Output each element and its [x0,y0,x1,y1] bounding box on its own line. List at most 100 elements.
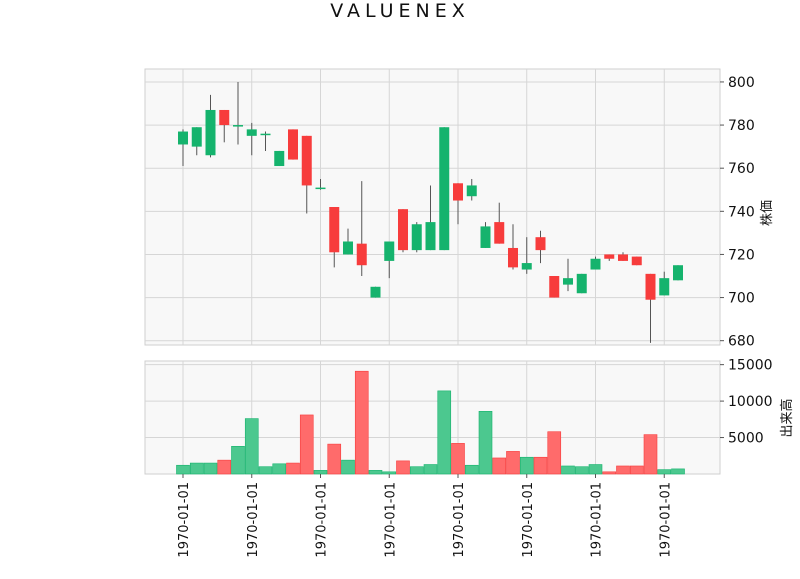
volume-bar [341,459,355,475]
candle-body [191,127,202,147]
volume-bar [368,470,383,475]
volume-bar [464,464,479,475]
volume-bar [616,465,630,475]
axis-labels: 680 700 720 740 760 780 800 5000 10000 15000 1970-… [177,75,773,558]
volume-bar [492,457,507,475]
volume-bar [657,469,672,475]
volume-bar [588,464,603,475]
price-tick-label: 800 [728,75,755,91]
candle-body [590,258,601,270]
candle-body [356,243,367,266]
volume-tick-label: 10000 [728,394,773,410]
candle-body [384,241,395,261]
volume-bar [382,471,397,475]
price-candles [178,81,683,343]
date-tick-label: 1970-01-01 [177,482,192,558]
volume-bar [409,466,424,475]
date-tick-label: 1970-01-01 [658,482,673,558]
candle-body [453,183,463,201]
date-tick-label: 1970-01-01 [521,482,536,558]
candle-body [604,254,615,259]
candle-body [411,224,422,251]
volume-bar [354,370,369,475]
date-tick-label: 1970-01-01 [383,482,398,558]
candle-body [576,273,587,294]
volume-axis-label: 出来高 [779,398,795,437]
candle-body [274,150,285,167]
candle-body [260,133,271,136]
candle-body [673,265,683,281]
volume-bar [203,462,218,475]
date-tick-label: 1970-01-01 [590,482,605,558]
volume-tick-label: 15000 [728,358,773,374]
volume-bar [327,443,342,475]
candle-body [466,185,477,197]
volume-bar [533,456,548,475]
volume-bar [602,471,617,475]
volume-tick-label: 5000 [728,431,764,447]
candle-body [329,207,340,253]
volume-bar [396,460,410,475]
candle-body [549,276,560,298]
volume-bar [176,464,190,475]
chart-title: VALUENEX [330,0,470,22]
candle-body [618,254,628,261]
volume-bar [217,459,232,475]
candle-body [370,286,381,298]
volume-bar [506,451,520,475]
volume-bars [176,370,685,475]
candle-body [494,222,505,244]
candle-body [315,187,326,190]
candle-body [343,241,353,255]
date-tick-label: 1970-01-01 [452,482,467,558]
candle-body [563,278,573,285]
price-tick-label: 780 [728,118,755,134]
candle-body [631,256,642,266]
volume-bar [231,445,245,475]
candle-body [301,135,312,186]
candle-body [535,237,546,251]
candle-body [178,131,188,145]
volume-bar [299,414,314,475]
price-tick-label: 740 [728,204,755,220]
candle-body [645,273,656,300]
candle-body [425,222,436,251]
candle-body [233,125,243,127]
candle-body [659,278,670,296]
candle-body [398,209,408,251]
volume-bar [519,456,534,475]
volume-bar [258,466,273,475]
volume-bar [244,418,259,475]
volume-bar [189,462,204,475]
volume-bar [547,431,562,475]
price-panel [144,68,721,346]
price-tick-label: 700 [728,291,755,307]
price-axis-label: 株価 [760,200,775,226]
volume-bar [423,464,438,475]
candle-body [439,127,450,251]
price-tick-label: 720 [728,247,755,263]
volume-bar [313,470,328,475]
candle-body [219,109,230,126]
candle-body [205,109,216,156]
date-tick-label: 1970-01-01 [315,482,330,558]
price-tick-label: 760 [728,161,755,177]
volume-bar [478,411,493,475]
volume-bar [574,466,589,475]
volume-bar [437,390,452,475]
candle-body [246,129,257,136]
volume-bar [272,463,287,475]
candle-body [521,263,532,270]
volume-bar [629,465,644,475]
volume-bar [451,443,465,475]
volume-bar [286,462,300,475]
candle-body [508,247,518,268]
volume-bar [561,465,575,475]
date-tick-label: 1970-01-01 [246,482,261,558]
candle-body [480,226,491,248]
candle-body [288,129,298,160]
price-tick-label: 680 [728,334,755,350]
volume-bar [643,434,658,475]
